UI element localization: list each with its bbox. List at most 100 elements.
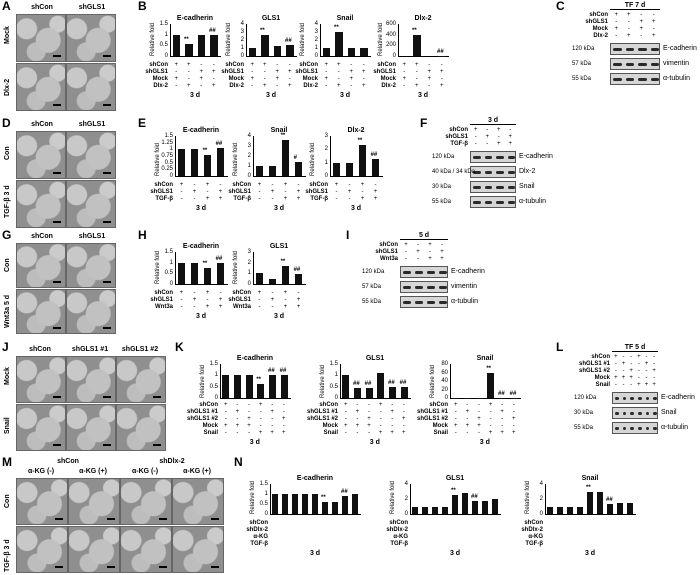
tick-label: 0 [164, 53, 168, 59]
condition-sign: - [402, 402, 405, 408]
col-label: shGLS1 [78, 233, 106, 240]
condition-sign: + [355, 423, 360, 429]
condition-sign: + [477, 423, 481, 429]
condition-label: shGLS1 [228, 297, 251, 303]
condition-sign: - [402, 409, 405, 415]
row-label: Wnt3a 5 d [4, 294, 11, 328]
condition-sign: - [187, 76, 190, 82]
condition-label: shGLS1 #1 [416, 409, 448, 415]
condition-sign: + [296, 304, 301, 310]
significance-mark: ## [509, 390, 517, 397]
condition-label: Mock [202, 423, 218, 429]
condition-label: shGLS1 [585, 19, 608, 25]
chart-title: GLS1 [269, 243, 289, 250]
significance-mark: ** [357, 138, 363, 145]
bar [197, 34, 205, 56]
condition-label: Wnt3a [380, 256, 398, 262]
condition-sign: + [218, 297, 223, 303]
bar [294, 274, 303, 284]
condition-sign: + [614, 375, 618, 381]
tick-label: 1.5 [259, 481, 268, 487]
condition-sign: - [263, 76, 266, 82]
condition-sign: - [362, 62, 365, 68]
blot-band [507, 156, 515, 159]
tick-label: 3 [324, 133, 328, 139]
condition-sign: + [390, 409, 394, 415]
condition-sign: + [621, 375, 626, 381]
bar [452, 494, 458, 514]
condition-sign: - [391, 402, 394, 408]
blot-band [403, 286, 411, 289]
chart-title: E-cadherin [176, 15, 214, 22]
bar [286, 44, 294, 56]
condition-sign: + [257, 290, 262, 296]
bar [347, 48, 355, 56]
tick-label: 400 [385, 31, 396, 38]
time-label: 3 d [265, 92, 277, 99]
condition-sign: + [367, 423, 371, 429]
condition-sign: + [282, 430, 286, 436]
condition-sign: - [206, 297, 209, 303]
condition-sign: - [236, 402, 239, 408]
condition-sign: + [496, 141, 501, 147]
condition-sign: - [405, 256, 407, 262]
condition-label: shCon [299, 62, 318, 68]
condition-sign: - [356, 430, 359, 436]
condition-sign: - [200, 62, 203, 68]
condition-sign: + [262, 83, 267, 89]
significance-mark: ## [498, 390, 505, 397]
chart-title: GLS1 [445, 475, 465, 482]
blot-strip [470, 181, 516, 193]
tick-label: 0 [539, 511, 543, 517]
condition-sign: - [348, 182, 351, 188]
condition-sign: - [466, 416, 469, 422]
bar [272, 494, 278, 514]
condition-sign: - [478, 409, 480, 415]
bar [268, 166, 277, 176]
condition-label: Dlx-2 [303, 83, 318, 89]
significance-mark: ** [184, 37, 189, 44]
condition-sign: - [284, 297, 287, 303]
chart-title: Snail [476, 355, 494, 362]
micrograph [16, 404, 66, 451]
condition-label: shGLS1 [295, 69, 318, 75]
condition-sign: - [509, 127, 512, 133]
condition-sign: - [212, 62, 215, 68]
time-label: 3 d [369, 439, 380, 446]
condition-sign: - [344, 430, 347, 436]
condition-sign: + [512, 416, 516, 422]
micrograph [66, 14, 116, 62]
bar [257, 384, 265, 398]
significance-mark: ** [451, 487, 456, 494]
tick-label: 1.25 [161, 139, 173, 146]
tick-label: 600 [385, 21, 396, 27]
condition-sign: - [362, 76, 365, 82]
condition-sign: + [488, 402, 493, 408]
condition-label: shGLS1 #2 [578, 368, 610, 374]
significance-mark: ** [334, 25, 339, 31]
condition-label: TGF-β [310, 196, 328, 202]
significance-mark: ** [202, 261, 208, 267]
bar [617, 502, 623, 514]
blot-band [484, 171, 492, 174]
blot-band [625, 48, 634, 51]
condition-label: shCon [154, 182, 173, 188]
chart-title: Snail [270, 127, 288, 134]
significance-mark: ## [606, 496, 613, 503]
blot-band [484, 201, 492, 204]
blot-band [613, 78, 622, 81]
bar [547, 506, 553, 514]
condition-sign: - [193, 304, 196, 310]
condition-label: shCon [149, 62, 168, 68]
condition-sign: + [488, 430, 493, 436]
condition-label: shGLS1 #2 [416, 416, 448, 422]
condition-sign: - [219, 290, 222, 296]
tick-label: 4 [240, 21, 244, 27]
condition-sign: - [478, 430, 480, 436]
condition-sign: - [236, 416, 239, 422]
condition-sign: - [259, 409, 262, 415]
significance-mark: ## [215, 141, 223, 147]
condition-sign: + [414, 83, 419, 89]
condition-sign: + [440, 249, 444, 255]
tick-label: 20 [441, 386, 448, 393]
